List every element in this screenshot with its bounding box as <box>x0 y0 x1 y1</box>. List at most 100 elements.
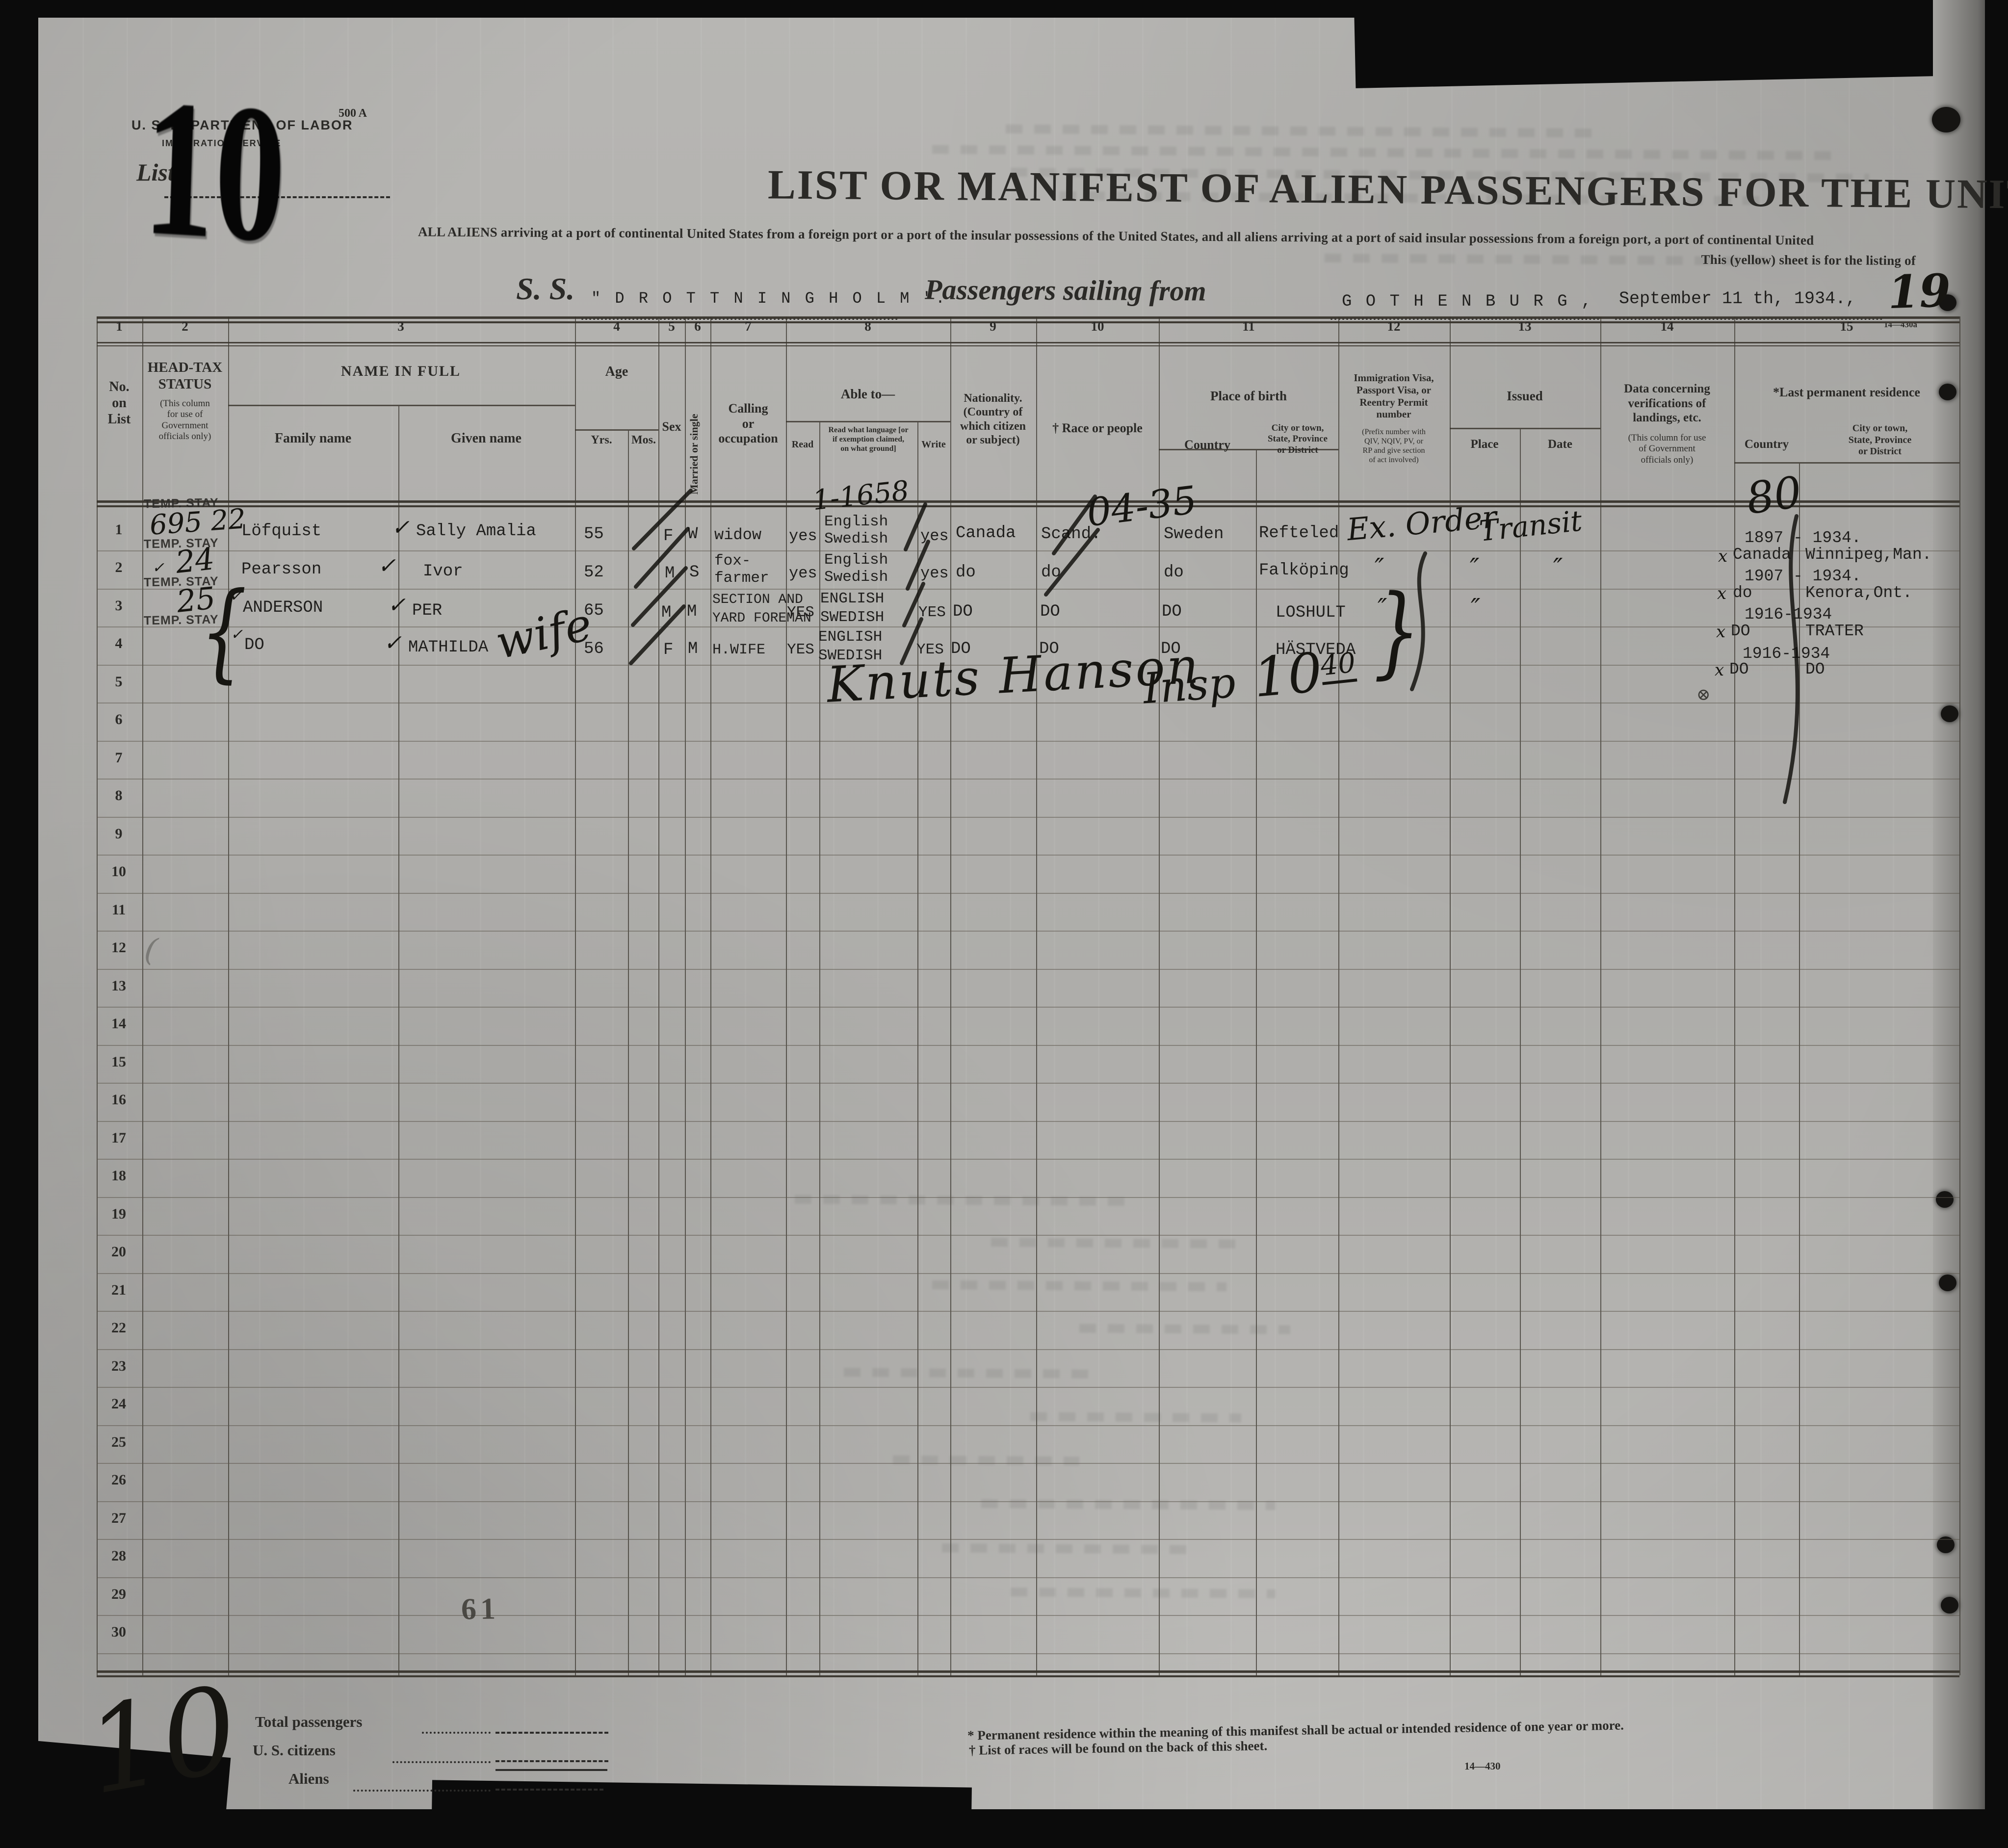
residence-city: Winnipeg,Man. <box>1805 546 1932 564</box>
row-number: 15 <box>111 1054 126 1070</box>
col-number: 2 <box>182 319 188 334</box>
scan-border-top-right <box>1354 0 2008 88</box>
header-place-of-birth: Place of birth <box>1210 389 1287 403</box>
date-line <box>1615 318 1882 320</box>
header-name-in-full: NAME IN FULL <box>340 363 461 379</box>
scan-border-bottom <box>0 1809 2008 1848</box>
residence-country: DO <box>1731 622 1750 640</box>
row-number: 29 <box>111 1586 126 1602</box>
row-line <box>97 1083 1959 1084</box>
residence-mark: x <box>1718 547 1728 566</box>
header-family-name: Family name <box>274 431 352 446</box>
grid-line <box>786 316 787 1675</box>
row-line <box>97 665 1959 666</box>
ditto-mark: ″ <box>1471 594 1481 623</box>
row-number: 22 <box>111 1320 126 1336</box>
able-read: yes <box>789 564 817 582</box>
row-number: 6 <box>115 711 123 728</box>
birth-country: do <box>1164 563 1184 582</box>
header-able-to: Able to— <box>840 387 895 401</box>
age-yrs: 65 <box>584 601 604 620</box>
inspector-number: 10 <box>1251 641 1325 709</box>
nationality: DO <box>951 640 971 658</box>
list-label: List <box>136 158 175 186</box>
header-given-name: Given name <box>451 431 522 446</box>
header-mos: Mos. <box>631 434 656 446</box>
row-line <box>97 1387 1959 1388</box>
list-number-line <box>164 196 390 198</box>
row-line <box>97 893 1959 894</box>
row-line <box>97 1311 1959 1312</box>
row-line <box>97 1577 1959 1578</box>
checkmark: ✓ <box>230 588 242 605</box>
blank-line <box>495 1732 608 1734</box>
punch-hole <box>1939 384 1956 400</box>
given-name: MATHILDA <box>408 638 489 657</box>
grid-line <box>228 316 229 1675</box>
header-res-city: City or town, State, Province or Distric… <box>1848 423 1912 457</box>
row-line <box>97 1653 1959 1654</box>
birth-city: Falköping <box>1259 561 1349 580</box>
able-read: YES <box>787 641 814 658</box>
punch-hole <box>1941 705 1958 722</box>
header-verification: Data concerning verifications of landing… <box>1624 382 1710 424</box>
residence-city: Kenora,Ont. <box>1805 584 1912 602</box>
blank-line-rule <box>495 1769 607 1771</box>
col-number: 9 <box>990 319 996 334</box>
marital-status: M <box>688 640 698 658</box>
dot-leader <box>422 1732 491 1734</box>
list-number-stamp: 10 <box>141 58 289 284</box>
family-name: ANDERSON <box>243 599 323 617</box>
able-write: yes <box>920 564 949 582</box>
row-number: 25 <box>111 1434 126 1450</box>
row-number: 1 <box>115 521 123 538</box>
birth-country: DO <box>1162 602 1182 621</box>
sailing-from-label: Passengers sailing from <box>924 273 1206 307</box>
sex: F <box>663 527 674 546</box>
grid-line <box>950 316 951 1675</box>
row-line <box>97 1349 1959 1350</box>
row-line <box>97 1045 1959 1046</box>
birth-city: LOSHULT <box>1276 603 1346 622</box>
bleed-through <box>1030 1412 1242 1423</box>
grid-line <box>1799 464 1800 1675</box>
residence-country: DO <box>1729 660 1749 678</box>
grid-line <box>1036 316 1037 1675</box>
ditto-mark: ″ <box>1470 553 1480 583</box>
header-sub-rule <box>1159 449 1338 450</box>
age-yrs: 55 <box>584 525 604 544</box>
ship-name: " D R O T T N I N G H O L M ". <box>591 289 948 308</box>
grid-line <box>398 406 399 1675</box>
marital-status: M <box>687 602 697 621</box>
us-citizens-label: U. S. citizens <box>253 1742 336 1759</box>
header-last-residence: *Last permanent residence <box>1773 385 1920 399</box>
bleed-through <box>941 1543 1188 1554</box>
header-read-language: Read what language [or if exemption clai… <box>828 426 909 453</box>
row-number: 8 <box>115 787 123 804</box>
total-passengers-label: Total passengers <box>255 1713 363 1730</box>
row-number: 7 <box>115 750 123 766</box>
birth-country: Sweden <box>1164 525 1224 544</box>
calling: widow <box>714 526 762 544</box>
grid-line <box>685 316 686 1675</box>
col-number: 3 <box>397 319 404 334</box>
sailing-date: September 11 th, 1934., <box>1619 289 1856 309</box>
aliens-label: Aliens <box>288 1770 329 1787</box>
col-number: 11 <box>1242 319 1255 334</box>
residence-handwriting: 80 <box>1743 466 1805 524</box>
nationality: Canada <box>956 524 1016 543</box>
row-line <box>97 1197 1959 1198</box>
ditto-mark: ″ <box>1378 594 1387 623</box>
marital-status: W <box>688 525 698 544</box>
bleed-through <box>843 1368 1099 1379</box>
col-number: 10 <box>1091 319 1104 334</box>
birth-city: Refteled <box>1259 524 1339 543</box>
able-read: YES <box>787 604 814 621</box>
grid-line <box>97 316 98 1675</box>
port-of-sailing: G O T H E N B U R G , <box>1342 292 1593 311</box>
punch-hole <box>1939 294 1956 311</box>
ss-label: S. S. <box>516 271 575 306</box>
calling: SECTION AND YARD FOREMAN <box>712 592 811 626</box>
header-head-tax-note: (This column for use of Government offic… <box>158 398 211 442</box>
punch-hole <box>1941 1597 1958 1614</box>
